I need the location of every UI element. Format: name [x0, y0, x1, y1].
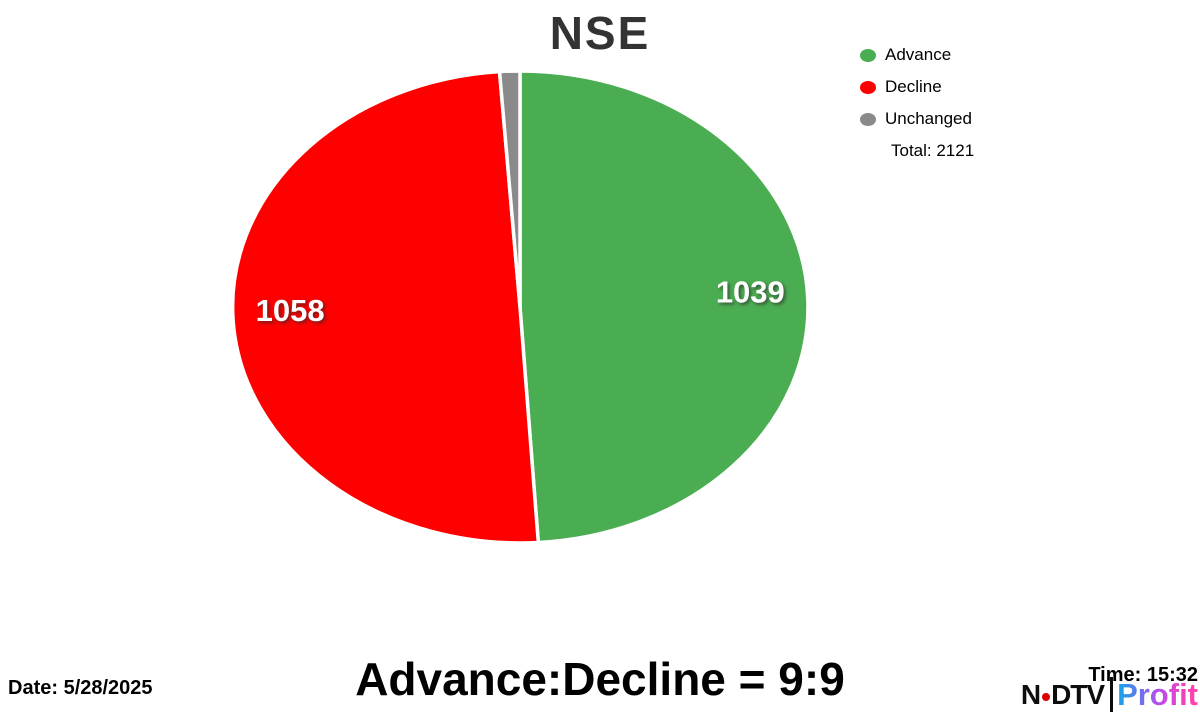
ndtv-red-dot-icon: [1042, 692, 1051, 701]
legend-item-advance: Advance: [860, 39, 974, 71]
chart-legend: Advance Decline Unchanged Total: 2121: [860, 39, 974, 167]
pie-slice-decline: [230, 69, 541, 545]
ndtv-letters-dtv: DTV: [1051, 678, 1105, 710]
ndtv-wordmark: N DTV: [1020, 678, 1105, 710]
legend-label-decline: Decline: [885, 77, 942, 96]
time-label: Time: 15:32: [1088, 664, 1198, 686]
legend-total-label: Total: 2121: [891, 141, 975, 160]
legend-marker-advance: [860, 48, 876, 62]
legend-marker-unchanged: [860, 112, 876, 126]
ndtv-profit-branding: Time: 15:32 N DTV Profit: [965, 664, 1200, 712]
ndtv-letter-n: N: [1020, 678, 1041, 710]
pie-chart: 1039 1058: [230, 69, 810, 545]
logo-divider-bar: [1110, 677, 1114, 712]
legend-label-unchanged: Unchanged: [885, 109, 972, 128]
pie-slice-label-decline: 1058: [256, 293, 325, 328]
pie-slice-label-advance: 1039: [716, 275, 785, 310]
pie-chart-area: 1039 1058: [220, 59, 820, 555]
legend-total: Total: 2121: [860, 135, 974, 167]
legend-item-decline: Decline: [860, 71, 974, 103]
profit-wordmark: Profit: [1117, 677, 1198, 712]
date-label: Date: 5/28/2025: [8, 677, 153, 699]
pie-slice-unchanged: [497, 69, 522, 309]
legend-item-unchanged: Unchanged: [860, 103, 974, 135]
ndtv-profit-logo: N DTV Profit: [1021, 677, 1198, 712]
advance-decline-ratio-text: Advance:Decline = 9:9: [355, 653, 845, 705]
pie-slice-advance: [518, 69, 810, 545]
legend-label-advance: Advance: [885, 45, 952, 64]
legend-marker-decline: [860, 80, 876, 94]
chart-title: NSE: [549, 7, 651, 59]
